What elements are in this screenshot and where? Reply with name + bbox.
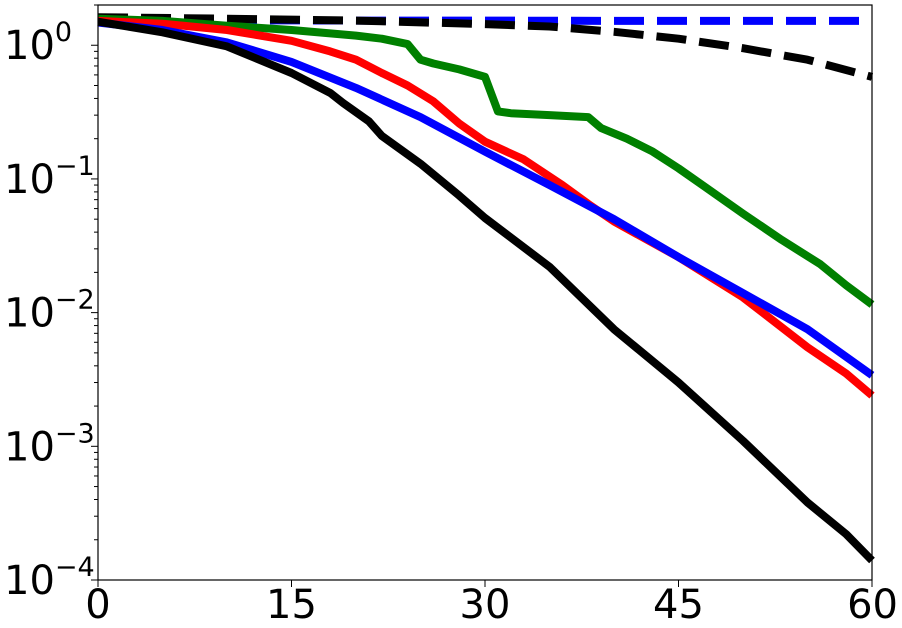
series-line-2 [97,14,875,308]
y-tick-base: 10 [4,23,55,69]
y-tick-exponent: −4 [55,552,95,583]
y-tick-label: 100 [4,17,72,69]
y-tick-label: 10−1 [4,151,95,203]
plot-frame [97,4,873,581]
series-line-5 [97,17,875,564]
y-tick-label: 10−2 [4,285,95,337]
y-tick-label: 10−3 [4,418,95,470]
x-tick-label: 0 [85,582,110,628]
y-tick-exponent: −3 [55,418,95,449]
x-tick-label: 30 [460,582,511,628]
y-tick-base: 10 [4,558,55,604]
y-tick-base: 10 [4,424,55,470]
y-tick-base: 10 [4,291,55,337]
x-tick-label: 60 [847,582,898,628]
y-tick-exponent: −1 [55,151,95,182]
x-tick-label: 45 [653,582,704,628]
series-lines [97,13,875,564]
x-axis-ticks: 0 15 30 45 60 [85,580,898,628]
y-tick-label: 10−4 [4,552,95,604]
x-tick-label: 15 [266,582,317,628]
series-line-1 [97,13,874,81]
y-tick-exponent: −2 [55,285,95,316]
y-tick-base: 10 [4,157,55,203]
y-tick-exponent: 0 [55,17,72,48]
